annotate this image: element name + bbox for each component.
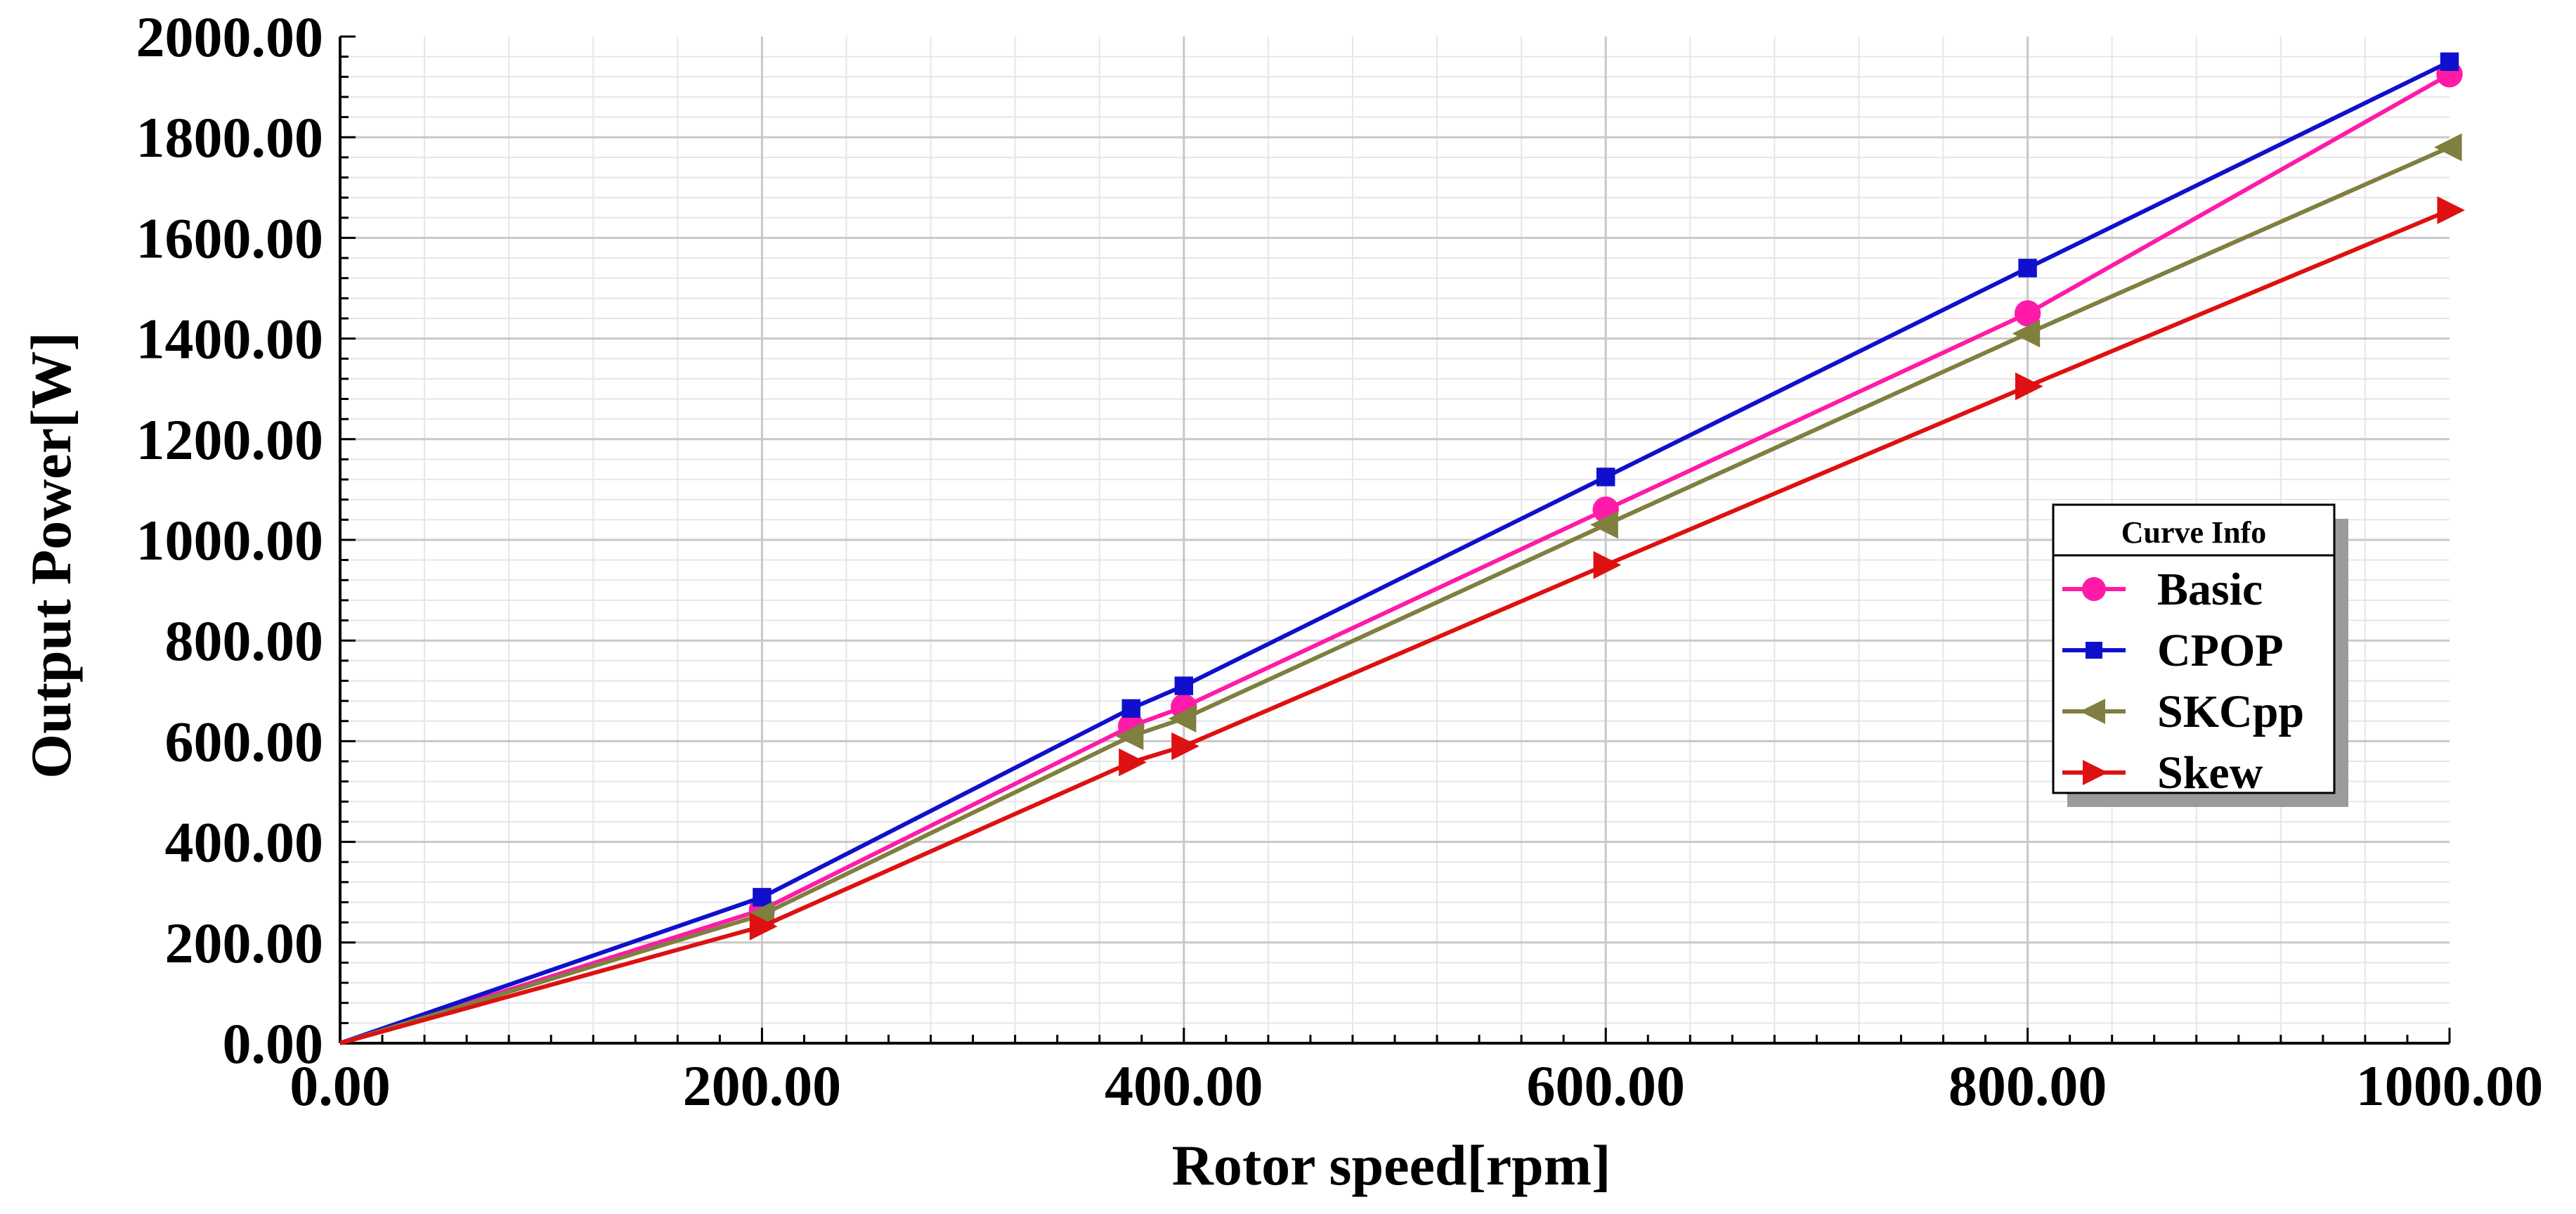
- y-tick-label: 400.00: [165, 811, 324, 874]
- data-point-cpop: [1174, 676, 1193, 695]
- legend-label: SKCpp: [2157, 686, 2304, 737]
- y-axis-title: Output Power[W]: [19, 332, 83, 778]
- y-tick-label: 0.00: [223, 1012, 324, 1076]
- x-axis-title: Rotor speed[rpm]: [1172, 1133, 1611, 1197]
- series-skcpp: [339, 133, 2462, 1045]
- data-point-cpop: [2440, 52, 2459, 71]
- x-tick-label: 600.00: [1526, 1054, 1685, 1118]
- y-tick-label: 2000.00: [136, 5, 324, 69]
- y-tick-label: 1600.00: [136, 206, 324, 270]
- x-tick-label: 800.00: [1949, 1054, 2107, 1118]
- data-point-skcpp: [1115, 722, 1144, 751]
- data-point-basic: [2014, 300, 2041, 327]
- x-tick-label: 400.00: [1105, 1054, 1263, 1118]
- data-point-skew: [2437, 196, 2465, 224]
- data-point-skcpp: [2012, 319, 2041, 348]
- legend-swatch-marker: [2082, 577, 2106, 601]
- y-tick-label: 1800.00: [136, 105, 324, 169]
- legend-item-skcpp: SKCpp: [2062, 686, 2304, 737]
- legend-swatch-marker: [2083, 760, 2108, 785]
- legend-swatch-marker: [2080, 699, 2105, 724]
- legend: Curve Info Basic CPOP SKCpp Skew: [2052, 503, 2348, 807]
- data-point-cpop: [753, 888, 772, 907]
- y-tick-label: 200.00: [165, 911, 324, 975]
- legend-title: Curve Info: [2121, 515, 2267, 550]
- data-point-skcpp: [1590, 510, 1618, 539]
- y-tick-label: 600.00: [165, 709, 324, 773]
- y-tick-label: 1200.00: [136, 408, 324, 472]
- data-point-cpop: [1596, 467, 1615, 486]
- legend-item-basic: Basic: [2062, 564, 2263, 615]
- data-point-skcpp: [1168, 704, 1197, 732]
- data-point-skew: [1593, 551, 1622, 579]
- x-tick-label: 1000.00: [2356, 1054, 2544, 1118]
- series-skew: [339, 196, 2465, 1045]
- series-cpop: [339, 52, 2459, 1045]
- legend-label: Basic: [2157, 564, 2263, 615]
- y-tick-label: 800.00: [165, 609, 324, 673]
- legend-item-skew: Skew: [2062, 747, 2263, 799]
- axes: [339, 35, 2451, 1045]
- legend-item-cpop: CPOP: [2062, 625, 2284, 676]
- y-tick-label: 1000.00: [136, 508, 324, 572]
- legend-items: Basic CPOP SKCpp Skew: [2062, 564, 2304, 799]
- data-point-skew: [2015, 372, 2043, 401]
- legend-swatch-marker: [2086, 642, 2102, 659]
- x-tick-label: 200.00: [683, 1054, 842, 1118]
- data-point-skew: [1119, 748, 1147, 777]
- y-tick-label: 1400.00: [136, 307, 324, 371]
- series: [339, 52, 2465, 1045]
- x-tick-label: 0.00: [290, 1054, 391, 1118]
- data-point-cpop: [2018, 259, 2037, 278]
- data-point-skew: [1171, 732, 1199, 761]
- data-point-skcpp: [2434, 133, 2462, 162]
- legend-label: CPOP: [2157, 625, 2284, 676]
- legend-label: Skew: [2157, 747, 2263, 799]
- data-point-cpop: [1121, 699, 1140, 718]
- tick-labels: 0.00 200.00 400.00 600.00 800.00 1000.00 0.00 2…: [136, 5, 2544, 1118]
- data-point-skew: [749, 912, 778, 941]
